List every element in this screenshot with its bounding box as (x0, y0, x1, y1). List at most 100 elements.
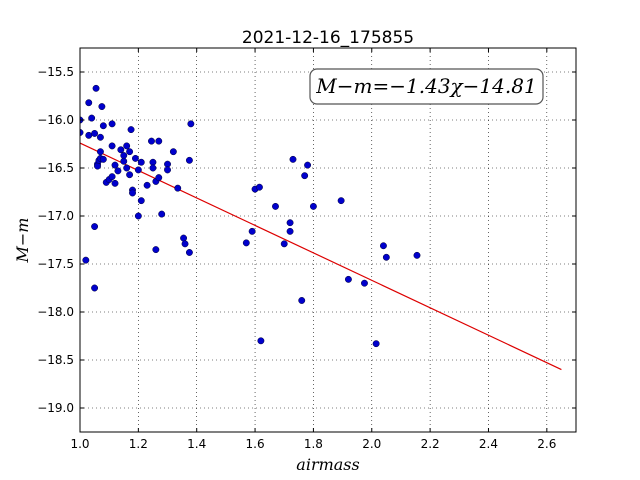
plot-area (80, 48, 576, 432)
data-point (382, 253, 390, 261)
x-tick-label: 1.0 (70, 437, 89, 451)
data-point (137, 197, 145, 205)
data-point (114, 167, 122, 175)
fit-line-group (80, 142, 562, 371)
annotation-frame (309, 68, 544, 105)
annotation-box: M−m=−1.43χ−14.81 (309, 68, 544, 105)
data-point (174, 184, 182, 192)
data-point (92, 84, 100, 92)
data-point (255, 183, 263, 191)
data-point (289, 155, 297, 163)
data-point (85, 99, 93, 107)
x-tick-label: 2.6 (537, 437, 556, 451)
data-point (96, 133, 104, 141)
data-point (298, 297, 306, 304)
data-point (379, 242, 387, 250)
y-tick-label: −15.5 (37, 65, 74, 79)
data-point (257, 337, 265, 345)
y-tick-label: −18.5 (37, 353, 74, 367)
data-point (248, 227, 256, 235)
data-point (143, 181, 151, 189)
data-point (98, 103, 106, 111)
data-point (155, 137, 163, 145)
data-point (286, 227, 294, 235)
data-point (187, 120, 195, 128)
data-point (242, 239, 250, 247)
data-point (94, 162, 101, 170)
data-point (164, 160, 171, 168)
x-tick-label: 1.2 (129, 437, 148, 451)
data-point (185, 249, 193, 256)
data-point (413, 251, 421, 259)
x-tick-label: 1.4 (187, 437, 206, 451)
y-axis-label: M−m (13, 218, 32, 264)
data-point (126, 148, 134, 156)
data-point (280, 240, 288, 248)
data-points (80, 84, 421, 348)
data-point (120, 157, 128, 165)
plot-frame (79, 47, 577, 433)
data-point (155, 174, 163, 182)
data-point (149, 158, 157, 166)
data-point (91, 223, 99, 231)
fit-line (80, 142, 562, 371)
data-point (99, 155, 107, 163)
data-point (361, 279, 368, 287)
data-point (127, 126, 135, 134)
data-point (148, 137, 155, 145)
data-point (126, 171, 134, 179)
y-tick-label: −19.0 (37, 401, 74, 415)
data-point (164, 166, 171, 174)
data-point (372, 340, 380, 348)
data-point (337, 197, 345, 205)
data-point (344, 275, 352, 283)
y-tick-label: −18.0 (37, 305, 74, 319)
y-tick-label: −16.5 (37, 161, 74, 175)
data-point (123, 142, 131, 150)
data-point (137, 158, 145, 166)
y-axis-ticks: −15.5 −16.0 −16.5 −17.0 −17.5 −18.0 −18.5 −19.0 (37, 65, 576, 415)
data-point (301, 172, 309, 180)
data-point (134, 166, 142, 174)
x-tick-label: 2.4 (479, 437, 498, 451)
data-point (96, 148, 104, 156)
data-point (85, 131, 93, 139)
data-point (185, 156, 193, 164)
data-point (304, 161, 312, 169)
chart-title: 2021-12-16_175855 (242, 28, 414, 48)
data-point (108, 120, 116, 128)
data-point (91, 129, 99, 137)
data-point (272, 202, 279, 210)
y-tick-label: −17.0 (37, 209, 74, 223)
data-point (169, 148, 177, 156)
data-point (309, 202, 317, 210)
data-point (152, 246, 160, 254)
data-point (286, 219, 294, 227)
x-tick-label: 2.2 (421, 437, 440, 451)
data-point (129, 189, 136, 197)
data-point (181, 240, 189, 248)
data-point (82, 256, 90, 264)
data-point (123, 164, 131, 172)
x-tick-label: 1.8 (304, 437, 323, 451)
data-point (108, 142, 116, 150)
data-point (149, 164, 157, 172)
data-point (108, 173, 116, 181)
data-point (88, 114, 96, 122)
data-point (131, 154, 139, 162)
fit-equation: M−m=−1.43χ−14.81 (315, 74, 536, 98)
y-tick-label: −16.0 (37, 113, 74, 127)
data-point (111, 161, 119, 169)
x-tick-label: 1.6 (246, 437, 265, 451)
x-axis-ticks: 1.0 1.2 1.4 1.6 1.8 2.0 2.2 2.4 2.6 (70, 48, 556, 451)
data-point (117, 146, 125, 154)
data-point (111, 179, 119, 187)
data-point (99, 122, 107, 130)
data-point (158, 210, 166, 218)
data-point (120, 152, 128, 159)
y-tick-label: −17.5 (37, 257, 74, 271)
data-point (180, 234, 188, 242)
x-tick-label: 2.0 (362, 437, 381, 451)
data-point (91, 284, 99, 292)
